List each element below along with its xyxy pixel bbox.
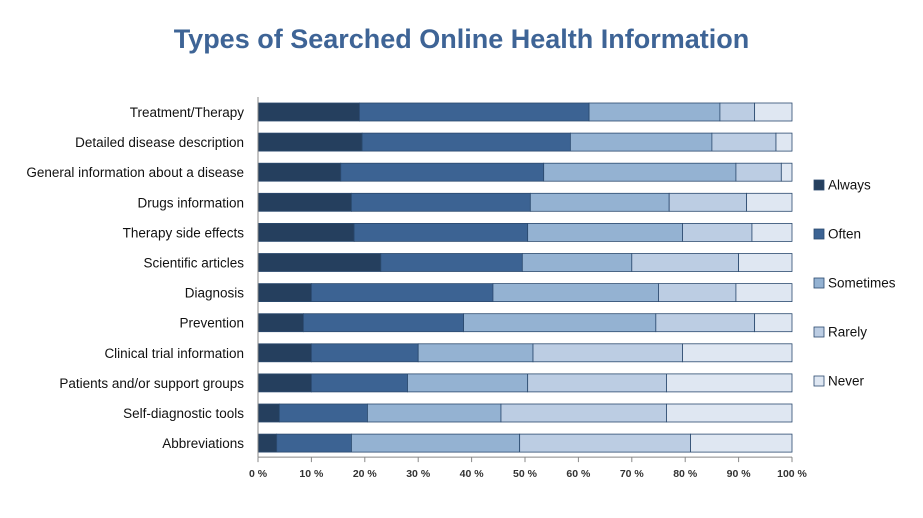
- bar-segment-always: [257, 102, 360, 122]
- x-tick-label: 50 %: [513, 468, 538, 480]
- legend-swatch-sometimes: [813, 277, 825, 289]
- x-tick-label: 40 %: [460, 468, 485, 480]
- bar-segment-rarely: [532, 343, 683, 363]
- legend-swatch-never: [813, 375, 825, 387]
- bar-segment-never: [666, 373, 793, 393]
- category-label: Treatment/Therapy: [130, 105, 245, 120]
- bar-segment-sometimes: [529, 192, 670, 212]
- category-label: Clinical trial information: [104, 346, 244, 361]
- category-label: Self-diagnostic tools: [123, 406, 244, 421]
- bar-segment-sometimes: [527, 222, 683, 242]
- bar-segment-always: [257, 403, 280, 423]
- bar-segment-sometimes: [492, 283, 659, 303]
- bar-segment-often: [380, 253, 523, 272]
- bar-segment-always: [257, 253, 382, 272]
- bar-segment-sometimes: [407, 373, 529, 393]
- x-tick-label: 100 %: [777, 468, 807, 480]
- bar-segment-sometimes: [351, 433, 521, 453]
- legend: Always Often Sometimes Rarely Never: [813, 178, 896, 389]
- bar-segment-rarely: [735, 162, 782, 182]
- bar-segment-sometimes: [367, 403, 502, 423]
- bar-segment-often: [278, 403, 368, 423]
- bar-segment-often: [359, 102, 590, 122]
- bar-segment-sometimes: [521, 253, 633, 272]
- legend-label-rarely: Rarely: [828, 325, 867, 340]
- legend-label-sometimes: Sometimes: [828, 276, 896, 291]
- bar-segment-rarely: [668, 192, 748, 212]
- bar-segment-never: [682, 343, 793, 363]
- bar-segment-sometimes: [569, 132, 713, 152]
- bar-segment-always: [257, 313, 304, 333]
- bar-segment-always: [257, 343, 312, 363]
- x-tick-label: 80 %: [673, 468, 698, 480]
- bar-segment-never: [775, 132, 793, 152]
- category-label: Drugs information: [137, 195, 244, 210]
- chart-title: Types of Searched Online Health Informat…: [173, 24, 750, 54]
- legend-label-always: Always: [828, 178, 871, 193]
- category-label: Patients and/or support groups: [59, 376, 244, 391]
- legend-swatch-often: [813, 228, 825, 240]
- legend-label-never: Never: [828, 374, 865, 389]
- bar-segment-always: [257, 192, 352, 212]
- bar-segment-rarely: [719, 102, 756, 122]
- bar-segment-never: [738, 253, 793, 272]
- bar-segment-rarely: [711, 132, 777, 152]
- bar-segment-rarely: [655, 313, 756, 333]
- bar-segment-never: [746, 192, 793, 212]
- x-tick-label: 90 %: [727, 468, 752, 480]
- bar-segment-always: [257, 433, 278, 453]
- legend-swatch-always: [813, 179, 825, 191]
- bar-segment-always: [257, 162, 342, 182]
- bar-segment-always: [257, 222, 355, 242]
- bar-segment-often: [361, 132, 571, 152]
- x-tick-label: 10 %: [299, 468, 324, 480]
- bar-segment-often: [310, 343, 419, 363]
- x-tick-label: 30 %: [406, 468, 431, 480]
- bar-segment-sometimes: [543, 162, 737, 182]
- category-label: Abbreviations: [162, 436, 244, 451]
- bar-segment-never: [780, 162, 793, 182]
- bar-segment-rarely: [658, 283, 737, 303]
- bar-segment-often: [310, 283, 494, 303]
- bar-segment-never: [735, 283, 793, 303]
- bar-segment-always: [257, 132, 363, 152]
- bar-segment-sometimes: [588, 102, 721, 122]
- category-label: General information about a disease: [26, 165, 244, 180]
- category-label: Therapy side effects: [123, 225, 245, 240]
- bar-segment-rarely: [682, 222, 753, 242]
- bar-segment-rarely: [519, 433, 691, 453]
- bar-segment-often: [340, 162, 545, 182]
- bar-segment-rarely: [631, 253, 739, 272]
- legend-label-often: Often: [828, 227, 861, 242]
- category-label: Diagnosis: [185, 286, 245, 301]
- category-label: Scientific articles: [143, 256, 244, 271]
- bar-segment-sometimes: [417, 343, 534, 363]
- bar-segment-never: [690, 433, 793, 453]
- x-tick-label: 0 %: [249, 468, 268, 480]
- bars-layer: [257, 102, 793, 453]
- bar-segment-often: [302, 313, 464, 333]
- x-axis: 0 % 10 % 20 % 30 % 40 % 50 % 60 % 70 % 80 % 90 % 1…: [249, 96, 808, 480]
- bar-segment-sometimes: [463, 313, 657, 333]
- legend-swatch-rarely: [813, 326, 825, 338]
- bar-segment-often: [351, 192, 531, 212]
- bar-segment-always: [257, 373, 312, 393]
- bar-segment-never: [666, 403, 793, 423]
- x-tick-label: 70 %: [620, 468, 645, 480]
- bar-segment-never: [754, 313, 793, 333]
- bar-segment-rarely: [527, 373, 667, 393]
- bar-segment-always: [257, 283, 312, 303]
- bar-segment-rarely: [500, 403, 667, 423]
- bar-segment-often: [276, 433, 352, 453]
- category-label: Detailed disease description: [75, 135, 244, 150]
- x-tick-label: 20 %: [353, 468, 378, 480]
- category-labels: Treatment/Therapy Detailed disease descri…: [26, 105, 244, 451]
- x-tick-label: 60 %: [566, 468, 591, 480]
- category-label: Prevention: [179, 316, 244, 331]
- bar-segment-never: [751, 222, 793, 242]
- bar-segment-often: [310, 373, 408, 393]
- bar-segment-often: [353, 222, 529, 242]
- bar-segment-never: [754, 102, 793, 122]
